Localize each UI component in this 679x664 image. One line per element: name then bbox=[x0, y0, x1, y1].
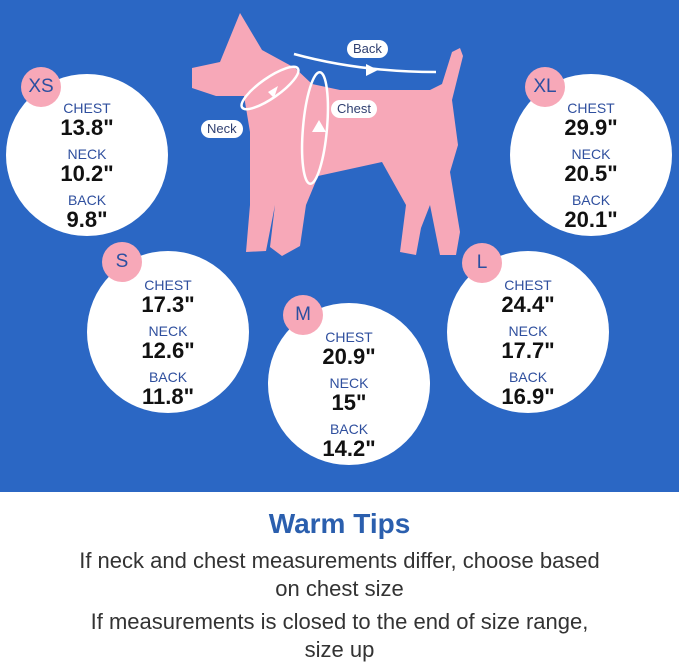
neck-label: Neck bbox=[201, 120, 243, 138]
size-badge-xl: XL bbox=[525, 67, 565, 107]
chest-label: CHEST bbox=[504, 277, 552, 293]
back-value: 9.8" bbox=[66, 207, 108, 232]
tip-2-line-2: size up bbox=[304, 637, 375, 662]
neck-loop bbox=[240, 65, 300, 111]
warm-tips-title: Warm Tips bbox=[268, 508, 411, 539]
size-card-xs: CHEST 13.8" NECK 10.2" BACK 9.8" bbox=[6, 74, 168, 236]
back-label: Back bbox=[347, 40, 388, 58]
tip-1-line-2: on chest size bbox=[275, 576, 404, 601]
size-badge-l: L bbox=[462, 243, 502, 283]
back-value: 20.1" bbox=[564, 207, 618, 232]
chest-label: CHEST bbox=[567, 100, 615, 116]
neck-label: NECK bbox=[148, 323, 188, 339]
back-label: BACK bbox=[67, 192, 107, 208]
back-value: 11.8" bbox=[141, 384, 195, 409]
tip-2-line-1: If measurements is closed to the end of … bbox=[90, 609, 589, 634]
neck-label: NECK bbox=[508, 323, 548, 339]
back-label: BACK bbox=[148, 369, 188, 385]
chest-value: 29.9" bbox=[564, 115, 618, 140]
chest-value: 20.9" bbox=[322, 344, 376, 369]
neck-value: 15" bbox=[331, 390, 367, 415]
chest-label: CHEST bbox=[325, 329, 373, 345]
tip-1-line-1: If neck and chest measurements differ, c… bbox=[79, 548, 600, 573]
neck-value: 17.7" bbox=[501, 338, 555, 363]
dog-measurement-illustration bbox=[192, 13, 463, 256]
neck-value: 10.2" bbox=[60, 161, 114, 186]
size-badge-s: S bbox=[102, 242, 142, 282]
chest-value: 13.8" bbox=[60, 115, 114, 140]
chest-value: 24.4" bbox=[501, 292, 555, 317]
back-value: 16.9" bbox=[501, 384, 555, 409]
back-value: 14.2" bbox=[322, 436, 376, 461]
neck-label: NECK bbox=[329, 375, 369, 391]
neck-label: NECK bbox=[571, 146, 611, 162]
back-arrowhead bbox=[366, 64, 378, 76]
back-arrow bbox=[293, 52, 437, 74]
chest-label: CHEST bbox=[63, 100, 111, 116]
back-label: BACK bbox=[571, 192, 611, 208]
neck-label: NECK bbox=[67, 146, 107, 162]
chest-arrowhead bbox=[312, 120, 326, 132]
size-card-m: CHEST 20.9" NECK 15" BACK 14.2" bbox=[268, 303, 430, 465]
neck-value: 12.6" bbox=[141, 338, 195, 363]
neck-value: 20.5" bbox=[564, 161, 618, 186]
size-badge-m: M bbox=[283, 295, 323, 335]
neck-arrowhead bbox=[268, 86, 278, 98]
chest-label: CHEST bbox=[144, 277, 192, 293]
back-label: BACK bbox=[508, 369, 548, 385]
chest-label: Chest bbox=[331, 100, 377, 118]
chest-loop bbox=[300, 70, 330, 186]
chest-value: 17.3" bbox=[141, 292, 195, 317]
back-label: BACK bbox=[329, 421, 369, 437]
size-badge-xs: XS bbox=[21, 67, 61, 107]
